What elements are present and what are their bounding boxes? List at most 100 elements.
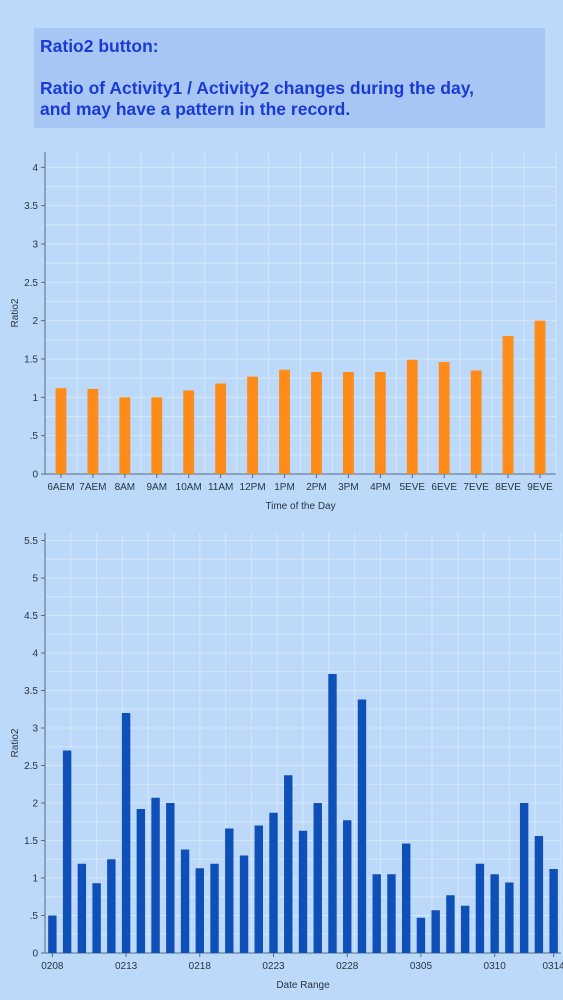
bar-0209 [62,750,72,953]
y-tick-label: 3.5 [24,686,38,697]
bar-7AEM [87,388,99,474]
banner-title: Ratio2 button: [40,36,159,56]
bar-0308 [460,905,470,953]
bar-7EVE [470,370,482,474]
bar-0213 [121,713,131,953]
bar-0211 [92,883,101,953]
y-tick-label: 3.5 [24,201,38,212]
bar-0212 [107,859,116,953]
y-tick-label: 4.5 [24,611,38,622]
bar-6EVE [438,362,450,474]
x-tick-label: 6EVE [431,482,457,493]
x-tick-label: 7EVE [463,482,489,493]
x-tick-label: 0208 [41,961,64,972]
y-tick-label: .5 [30,431,39,442]
bar-0225 [298,830,308,953]
y-tick-label: 1.5 [24,836,38,847]
y-tick-label: 5.5 [24,536,38,547]
x-tick-label: 9AM [147,482,168,493]
y-tick-label: 1 [32,393,38,404]
bar-0227 [328,674,337,953]
x-tick-label: 10AM [176,482,202,493]
y-axis-title: Ratio2 [10,728,21,757]
x-tick-label: 1PM [274,482,295,493]
x-tick-label: 11AM [208,482,233,493]
bar-12PM [247,376,259,474]
bar-0218 [195,868,205,953]
x-tick-label: 9EVE [527,482,553,493]
x-tick-label: 8EVE [495,482,521,493]
x-tick-label: 4PM [370,482,391,493]
x-tick-label: 8AM [115,482,136,493]
bar-0314 [549,869,558,953]
y-tick-label: 3 [32,724,38,735]
bar-2PM [311,372,322,474]
bar-0220 [225,828,234,953]
time-of-day-ratio-chart: 0 .5 1 1.5 2 2.5 3 3.5 4 6AEM 7AEM 8AM 9AM 10AM 11AM 12… [10,152,557,512]
x-tick-label: 3PM [338,482,359,493]
y-tick-label: 0 [32,949,38,960]
bar-0309 [475,863,485,953]
x-axis-title: Date Range [276,980,330,991]
bar-0217 [180,849,190,953]
bar-0214 [136,809,146,953]
bar-9AM [151,397,163,474]
bar-0313 [534,836,544,953]
y-tick-label: 2 [32,316,38,327]
bar-0216 [166,803,175,953]
bar-11AM [215,383,227,474]
y-tick-label: 2.5 [24,278,38,289]
banner-description-line-2: and may have a pattern in the record. [40,99,351,119]
bar-0221 [239,855,249,953]
x-tick-label: 0310 [484,961,507,972]
x-tick-label: 12PM [240,482,266,493]
bar-0304 [401,843,411,953]
bar-0311 [505,882,514,953]
bar-0208 [48,915,57,953]
bar-0223 [269,812,278,953]
x-tick-label: 0223 [262,961,285,972]
bar-6AEM [55,388,67,474]
bar-8AM [119,397,131,474]
bar-0301 [357,699,367,953]
x-tick-label: 0213 [115,961,138,972]
x-tick-label: 0228 [336,961,359,972]
y-tick-label: .5 [30,911,39,922]
bar-0302 [372,874,381,953]
bar-0312 [519,803,529,953]
x-tick-label: 0305 [410,961,433,972]
x-tick-label: 0218 [189,961,212,972]
bar-1PM [279,369,290,474]
y-tick-label: 2.5 [24,761,38,772]
x-axis-title: Time of the Day [265,501,335,512]
x-tick-label: 7AEM [79,482,106,493]
y-tick-label: 2 [32,799,38,810]
bar-9EVE [534,320,546,474]
bar-0224 [284,775,293,953]
bar-10AM [183,390,195,474]
bar-0226 [313,803,322,953]
x-tick-label: 5EVE [399,482,425,493]
y-tick-label: 1.5 [24,355,38,366]
y-tick-label: 0 [32,470,38,481]
x-tick-label: 6AEM [47,482,74,493]
bar-0219 [210,863,219,953]
bar-8EVE [502,336,514,474]
y-axis-title: Ratio2 [10,298,21,327]
bar-0303 [387,874,396,953]
bar-0215 [151,797,160,953]
x-tick-label: 2PM [306,482,327,493]
bar-0310 [490,874,499,953]
y-tick-label: 4 [32,163,38,174]
bar-0210 [77,863,87,953]
bar-4PM [374,372,386,474]
bar-0305 [416,917,426,953]
bar-0228 [343,820,352,953]
y-tick-label: 5 [32,574,38,585]
y-tick-label: 3 [32,240,38,251]
date-range-ratio-chart: 0 .5 1 1.5 2 2.5 3 3.5 4 4.5 5 5.5 0208 0213 0218 0223 0… [10,533,563,991]
bar-0306 [431,910,440,953]
info-banner: Ratio2 button: Ratio of Activity1 / Acti… [34,28,545,128]
bar-5EVE [406,359,418,474]
y-tick-label: 4 [32,649,38,660]
